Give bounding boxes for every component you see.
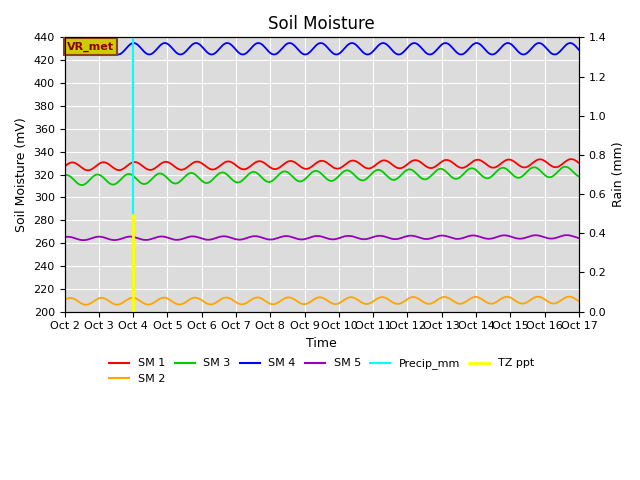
SM 2 xyxy=(575,299,583,304)
SM 1 xyxy=(340,163,348,168)
SM 1 xyxy=(306,165,314,171)
SM 5 xyxy=(79,237,87,243)
Line: SM 5: SM 5 xyxy=(65,235,579,240)
SM 1 xyxy=(575,160,583,166)
SM 2 xyxy=(340,297,348,303)
SM 3 xyxy=(368,171,376,177)
SM 1 xyxy=(61,164,68,169)
SM 3 xyxy=(309,169,317,175)
SM 2 xyxy=(368,300,376,305)
SM 4 xyxy=(575,47,583,53)
Precip_mm xyxy=(129,35,137,40)
Line: SM 3: SM 3 xyxy=(65,167,579,185)
Line: SM 1: SM 1 xyxy=(65,159,579,170)
SM 1 xyxy=(483,162,491,168)
Text: VR_met: VR_met xyxy=(67,41,114,52)
SM 1 xyxy=(309,163,317,168)
SM 2 xyxy=(564,294,572,300)
SM 3 xyxy=(575,174,583,180)
X-axis label: Time: Time xyxy=(307,337,337,350)
SM 3 xyxy=(340,168,348,174)
SM 4 xyxy=(309,46,317,52)
SM 2 xyxy=(61,297,68,303)
Legend: SM 1, SM 2, SM 3, SM 4, SM 5, Precip_mm, TZ ppt: SM 1, SM 2, SM 3, SM 4, SM 5, Precip_mm,… xyxy=(105,354,538,388)
SM 5 xyxy=(563,232,570,238)
Precip_mm xyxy=(129,57,137,63)
SM 4 xyxy=(115,51,122,57)
SM 4 xyxy=(61,45,68,50)
SM 2 xyxy=(83,302,90,308)
SM 1 xyxy=(368,165,376,170)
Title: Soil Moisture: Soil Moisture xyxy=(268,15,375,33)
SM 3 xyxy=(562,164,570,169)
SM 5 xyxy=(368,235,376,240)
SM 5 xyxy=(309,234,317,240)
SM 3 xyxy=(61,172,68,178)
SM 3 xyxy=(565,165,573,171)
SM 4 xyxy=(565,40,573,46)
SM 5 xyxy=(340,234,348,240)
TZ ppt xyxy=(129,309,137,314)
SM 1 xyxy=(84,168,92,173)
SM 4 xyxy=(306,49,314,55)
Y-axis label: Soil Moisture (mV): Soil Moisture (mV) xyxy=(15,117,28,232)
SM 1 xyxy=(564,157,572,163)
SM 4 xyxy=(504,40,511,46)
TZ ppt xyxy=(129,212,137,217)
SM 5 xyxy=(575,235,583,241)
SM 2 xyxy=(566,294,573,300)
SM 5 xyxy=(565,232,573,238)
Line: SM 4: SM 4 xyxy=(65,43,579,54)
SM 3 xyxy=(78,182,86,188)
Line: SM 2: SM 2 xyxy=(65,297,579,305)
SM 2 xyxy=(483,300,491,305)
SM 4 xyxy=(340,46,348,52)
SM 4 xyxy=(483,49,491,55)
SM 3 xyxy=(306,171,314,177)
Y-axis label: Rain (mm): Rain (mm) xyxy=(612,142,625,207)
SM 2 xyxy=(309,297,317,303)
SM 2 xyxy=(306,299,314,305)
SM 1 xyxy=(567,156,575,162)
SM 5 xyxy=(306,235,314,240)
SM 3 xyxy=(483,175,491,181)
SM 4 xyxy=(368,49,376,55)
SM 5 xyxy=(61,234,68,240)
SM 5 xyxy=(483,236,491,241)
